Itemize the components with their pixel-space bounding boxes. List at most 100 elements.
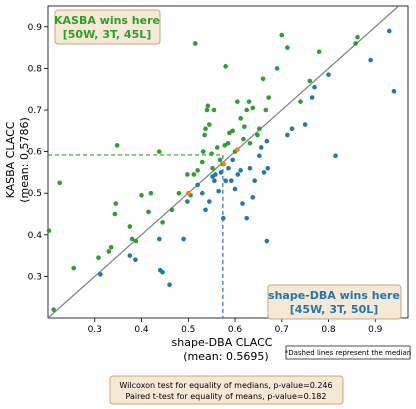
- point-shape-dba-wins: [235, 172, 241, 177]
- point-kasba-wins: [205, 103, 211, 109]
- point-kasba-wins: [217, 157, 223, 163]
- point-kasba-wins: [307, 78, 313, 84]
- point-shape-dba-wins: [257, 153, 262, 159]
- point-kasba-wins: [355, 34, 360, 40]
- point-shape-dba-wins: [285, 132, 290, 138]
- shape-dba-wins-title: shape-DBA wins here: [268, 289, 400, 302]
- point-kasba-wins: [241, 136, 246, 142]
- ttest-result: Paired t-test for equality of means, p-v…: [126, 392, 327, 401]
- point-kasba-wins: [230, 128, 235, 134]
- y-tick-label: 0.8: [28, 64, 43, 74]
- x-axis-subtitle: (mean: 0.5695): [183, 350, 268, 363]
- point-kasba-wins: [96, 255, 101, 260]
- point-shape-dba-wins: [199, 190, 205, 196]
- shape-dba-wins-record: [45W, 3T, 50L]: [290, 303, 379, 316]
- point-kasba-wins: [298, 99, 303, 104]
- point-kasba-wins: [257, 126, 262, 132]
- point-kasba-wins: [266, 95, 271, 100]
- point-kasba-wins: [51, 307, 56, 312]
- point-shape-dba-wins: [326, 72, 331, 77]
- y-axis-title: KASBA CLACC: [4, 121, 17, 198]
- x-tick-label: 0.6: [228, 325, 243, 335]
- shape-dba-wins-box: shape-DBA wins here [45W, 3T, 50L]: [267, 284, 402, 320]
- point-kasba-wins: [204, 107, 210, 113]
- wilcoxon-result: Wilcoxon test for equality of medians, p…: [119, 381, 332, 390]
- point-kasba-wins: [244, 107, 250, 113]
- point-shape-dba-wins: [127, 253, 133, 258]
- point-kasba-wins: [202, 132, 207, 138]
- point-kasba-wins: [114, 143, 120, 148]
- point-shape-dba-wins: [213, 172, 218, 177]
- point-kasba-wins: [203, 126, 208, 132]
- point-kasba-wins: [191, 172, 197, 177]
- point-shape-dba-wins: [368, 57, 373, 63]
- point-kasba-wins: [222, 143, 228, 148]
- y-tick-label: 0.7: [28, 106, 42, 116]
- point-shape-dba-wins: [258, 145, 264, 150]
- point-shape-dba-wins: [212, 178, 217, 184]
- point-kasba-wins: [139, 192, 144, 198]
- point-shape-dba-wins: [247, 165, 253, 171]
- point-kasba-wins: [223, 64, 228, 69]
- point-shape-dba-wins: [333, 153, 338, 159]
- point-kasba-wins: [242, 124, 247, 129]
- point-kasba-wins: [316, 49, 322, 55]
- point-shape-dba-wins: [185, 199, 190, 204]
- point-ties: [185, 190, 191, 196]
- point-kasba-wins: [176, 190, 182, 196]
- point-kasba-wins: [129, 236, 135, 242]
- point-shape-dba-wins: [167, 282, 172, 288]
- x-tick-label: 0.5: [181, 325, 195, 335]
- point-shape-dba-wins: [312, 84, 317, 90]
- y-axis-subtitle: (mean: 0.5786): [18, 117, 31, 202]
- point-shape-dba-wins: [250, 195, 256, 200]
- point-kasba-wins: [250, 105, 256, 111]
- x-axis: 0.3 0.4 0.5 0.6 0.7 0.8 0.9: [88, 318, 383, 335]
- points-layer: [46, 28, 397, 312]
- point-shape-dba-wins: [264, 238, 270, 244]
- point-kasba-wins: [255, 132, 260, 138]
- median-layer: [48, 154, 224, 318]
- x-tick-label: 0.8: [321, 325, 336, 335]
- point-kasba-wins: [246, 99, 252, 104]
- point-shape-dba-wins: [261, 170, 267, 175]
- point-shape-dba-wins: [289, 126, 295, 132]
- point-kasba-wins: [199, 159, 205, 165]
- point-shape-dba-wins: [226, 165, 231, 171]
- point-shape-dba-wins: [238, 168, 243, 173]
- x-tick-label: 0.7: [275, 325, 289, 335]
- point-shape-dba-wins: [309, 95, 315, 100]
- point-kasba-wins: [195, 168, 200, 173]
- point-kasba-wins: [200, 149, 206, 154]
- y-tick-label: 0.9: [28, 23, 43, 33]
- point-shape-dba-wins: [206, 199, 212, 204]
- point-kasba-wins: [148, 190, 154, 196]
- point-shape-dba-wins: [203, 207, 208, 213]
- point-shape-dba-wins: [181, 236, 186, 242]
- point-ties: [221, 161, 227, 167]
- point-shape-dba-wins: [221, 215, 226, 221]
- point-shape-dba-wins: [252, 178, 257, 184]
- point-shape-dba-wins: [244, 215, 250, 221]
- y-tick-label: 0.5: [28, 189, 42, 199]
- x-tick-label: 0.3: [88, 325, 102, 335]
- point-shape-dba-wins: [223, 178, 228, 184]
- x-axis-title: shape-DBA CLACC: [172, 336, 273, 349]
- x-tick-label: 0.4: [134, 325, 149, 335]
- point-kasba-wins: [238, 116, 243, 121]
- point-kasba-wins: [227, 130, 232, 136]
- point-kasba-wins: [108, 244, 114, 250]
- point-kasba-wins: [214, 145, 220, 150]
- point-shape-dba-wins: [156, 236, 162, 242]
- point-kasba-wins: [106, 249, 112, 254]
- point-kasba-wins: [225, 140, 231, 146]
- point-shape-dba-wins: [228, 178, 234, 184]
- point-shape-dba-wins: [232, 186, 238, 192]
- y-axis: 0.3 0.4 0.5 0.6 0.7 0.8 0.9: [28, 23, 48, 282]
- y-tick-label: 0.3: [28, 272, 42, 282]
- point-shape-dba-wins: [230, 157, 235, 163]
- point-kasba-wins: [209, 151, 214, 156]
- point-kasba-wins: [146, 209, 151, 215]
- kasba-wins-title: KASBA wins here: [54, 14, 160, 27]
